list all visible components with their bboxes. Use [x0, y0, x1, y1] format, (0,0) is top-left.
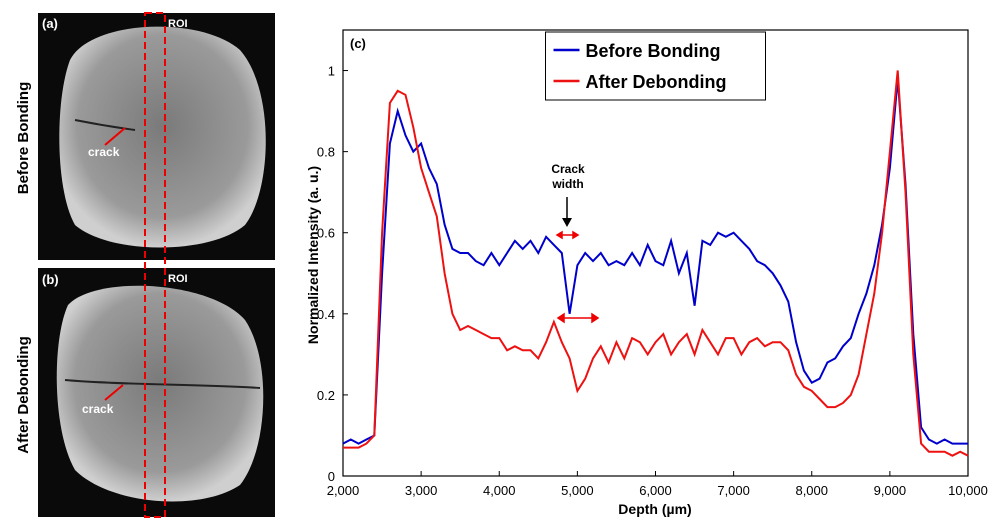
y-tick-label: 0.6 — [317, 226, 335, 241]
x-tick-label: 6,000 — [639, 483, 672, 498]
y-tick-label: 0.4 — [317, 307, 335, 322]
panel-label: (b) — [42, 272, 59, 287]
x-tick-label: 8,000 — [795, 483, 828, 498]
arrow-head — [562, 218, 572, 227]
panel-label: (a) — [42, 16, 58, 31]
crack-label: crack — [88, 145, 120, 159]
x-tick-label: 9,000 — [874, 483, 907, 498]
arrow — [104, 384, 124, 401]
annotation: Crack width — [551, 162, 585, 191]
plot-frame — [342, 29, 969, 477]
panel-label: (c) — [350, 36, 366, 51]
legend-label: After Debonding — [586, 72, 727, 92]
roi-box — [144, 12, 166, 518]
line-series — [343, 70, 969, 457]
side-label: After Debonding — [15, 336, 32, 454]
crack-label: crack — [82, 402, 114, 416]
side-label: Before Bonding — [15, 82, 32, 195]
x-axis-label: Depth (µm) — [618, 501, 691, 517]
x-tick-label: 3,000 — [405, 483, 438, 498]
x-tick-label: 7,000 — [717, 483, 750, 498]
crack-line — [74, 119, 136, 131]
y-axis-label: Normalized Intensity (a. u.) — [305, 166, 321, 344]
x-tick-label: 10,000 — [948, 483, 988, 498]
crack-line — [64, 379, 261, 389]
width-arrow — [555, 230, 580, 240]
legend-label: Before Bonding — [586, 41, 721, 61]
x-tick-label: 2,000 — [327, 483, 360, 498]
x-tick-label: 4,000 — [483, 483, 516, 498]
roi-label: ROI — [168, 18, 188, 30]
y-tick-label: 0.8 — [317, 145, 335, 160]
line-series — [342, 78, 968, 445]
sample-image — [56, 285, 264, 502]
legend-box — [545, 31, 766, 101]
sample-image — [59, 26, 266, 248]
arrow — [104, 127, 126, 146]
roi-label: ROI — [168, 273, 188, 285]
y-tick-label: 0.2 — [317, 388, 335, 403]
y-tick-label: 0 — [328, 469, 335, 484]
x-tick-label: 5,000 — [561, 483, 594, 498]
width-arrow — [556, 312, 600, 324]
y-tick-label: 1 — [328, 64, 335, 79]
